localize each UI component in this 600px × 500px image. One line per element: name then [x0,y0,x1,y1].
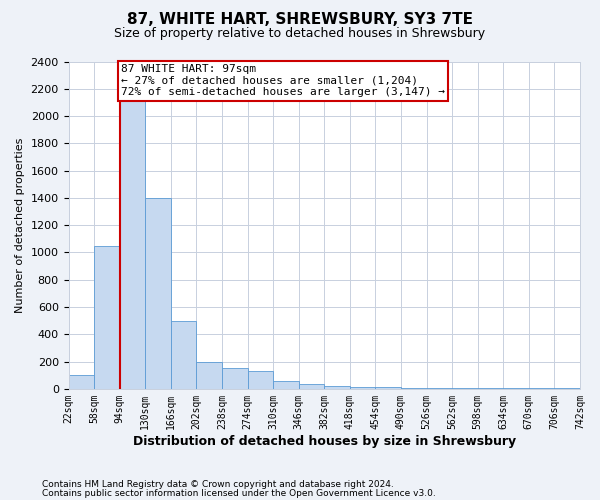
Text: 87, WHITE HART, SHREWSBURY, SY3 7TE: 87, WHITE HART, SHREWSBURY, SY3 7TE [127,12,473,28]
Bar [503,388,529,389]
Text: Contains public sector information licensed under the Open Government Licence v3: Contains public sector information licen… [42,488,436,498]
Bar [248,371,273,389]
Bar [119,89,145,389]
Bar [222,368,248,389]
Bar [452,388,478,389]
Text: Size of property relative to detached houses in Shrewsbury: Size of property relative to detached ho… [115,28,485,40]
Bar [529,388,554,389]
Y-axis label: Number of detached properties: Number of detached properties [15,138,25,313]
X-axis label: Distribution of detached houses by size in Shrewsbury: Distribution of detached houses by size … [133,434,516,448]
Bar [350,387,376,389]
Bar [401,388,427,389]
Bar [68,375,94,389]
Bar [324,386,350,389]
Bar [299,384,324,389]
Text: 87 WHITE HART: 97sqm
← 27% of detached houses are smaller (1,204)
72% of semi-de: 87 WHITE HART: 97sqm ← 27% of detached h… [121,64,445,98]
Bar [171,320,196,389]
Bar [145,198,171,389]
Bar [427,388,452,389]
Bar [376,388,401,389]
Bar [196,362,222,389]
Bar [478,388,503,389]
Bar [273,382,299,389]
Bar [94,246,119,389]
Bar [554,388,580,389]
Text: Contains HM Land Registry data © Crown copyright and database right 2024.: Contains HM Land Registry data © Crown c… [42,480,394,489]
